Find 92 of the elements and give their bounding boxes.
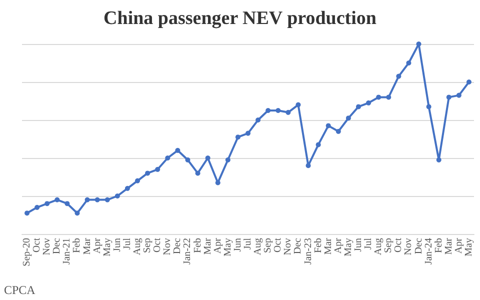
x-tick-label: Aug	[373, 238, 384, 256]
x-tick-label: Aug	[132, 238, 144, 256]
x-tick-label: Nov	[403, 238, 414, 256]
x-tick-label: Apr	[92, 237, 103, 254]
point	[276, 108, 281, 113]
point	[124, 186, 130, 191]
point	[205, 156, 210, 160]
point	[466, 80, 472, 84]
point	[316, 142, 321, 148]
x-tick-label: Jan-21	[62, 238, 73, 265]
point	[225, 157, 230, 162]
point	[44, 201, 50, 206]
point	[396, 74, 402, 79]
point	[235, 134, 240, 140]
point	[446, 94, 452, 100]
x-tick-label: Oct	[32, 238, 43, 252]
x-tick-label: Oct	[272, 238, 284, 252]
point	[84, 197, 90, 202]
x-tick-label: Mar	[202, 237, 214, 255]
x-tick-label: Dec	[292, 237, 304, 254]
x-tick-label: Jun	[232, 238, 244, 252]
point	[436, 157, 442, 162]
point	[296, 102, 301, 108]
x-tick-label: Dec	[413, 237, 424, 254]
point	[256, 118, 261, 122]
point	[114, 194, 120, 198]
x-tick-label: Apr	[212, 237, 224, 254]
x-tick-label: May	[222, 238, 234, 256]
point	[135, 178, 140, 184]
x-tick-label: Jul	[363, 238, 374, 250]
x-tick-label: Oct	[393, 238, 404, 252]
x-tick-label: Sep	[383, 238, 394, 253]
x-tick-label: Feb	[312, 238, 324, 253]
point	[94, 197, 100, 202]
point	[286, 110, 291, 115]
x-tick-label: Sep	[142, 238, 154, 253]
x-tick-label: Jan-23	[302, 238, 314, 265]
point	[416, 42, 422, 46]
text: CPCA	[4, 283, 36, 297]
point	[366, 100, 372, 106]
point	[185, 157, 190, 162]
x-tick-label: Mar	[443, 237, 454, 255]
x-tick-label: Oct	[152, 238, 164, 252]
point	[456, 92, 462, 98]
x-tick-label: Nov	[162, 238, 174, 256]
x-tick-label: Sep-20	[22, 238, 33, 266]
x-tick-label: Apr	[453, 237, 464, 254]
x-tick-label: Jan-22	[182, 238, 194, 265]
point	[426, 104, 432, 110]
x-tick-label: May	[102, 238, 113, 256]
x-tick-label: Jun	[352, 238, 364, 252]
point	[376, 94, 382, 100]
x-tick-label: Jun	[112, 238, 123, 252]
x-tick-label: Dec	[52, 237, 63, 254]
x-tick-label: Mar	[322, 237, 334, 255]
point	[54, 197, 60, 202]
x-tick-label: Feb	[72, 238, 83, 253]
point	[346, 116, 351, 121]
x-tick-label: Jul	[242, 238, 254, 250]
point	[215, 180, 220, 186]
point	[165, 156, 170, 160]
point	[145, 170, 150, 176]
x-tick-label: Nov	[42, 238, 53, 256]
point	[306, 163, 311, 168]
point	[74, 210, 80, 216]
point	[406, 60, 412, 66]
point	[336, 128, 341, 134]
point	[386, 94, 392, 100]
point	[356, 104, 361, 110]
x-tick-label: Mar	[82, 237, 93, 255]
x-tick-label: May	[342, 238, 354, 256]
point	[104, 197, 110, 202]
point	[266, 108, 271, 113]
point	[155, 166, 160, 172]
x-tick-label: Dec	[172, 237, 184, 254]
x-tick-label: Aug	[252, 238, 264, 256]
point	[246, 130, 250, 136]
point	[64, 201, 70, 206]
x-tick-label: Apr	[332, 237, 344, 254]
x-tick-label: May	[463, 238, 474, 256]
point	[195, 170, 200, 176]
point	[175, 148, 180, 153]
x-tick-label: Feb	[433, 238, 444, 253]
point	[34, 204, 40, 210]
x-tick-label: Sep	[262, 238, 274, 253]
x-tick-label: Jul	[122, 238, 133, 250]
chart-title: China passenger NEV production	[104, 8, 377, 29]
x-tick-label: Feb	[192, 238, 204, 253]
point	[326, 123, 331, 128]
x-tick-label: Jan-24	[423, 238, 434, 265]
x-tick-label: Nov	[282, 238, 294, 256]
point	[24, 210, 30, 216]
